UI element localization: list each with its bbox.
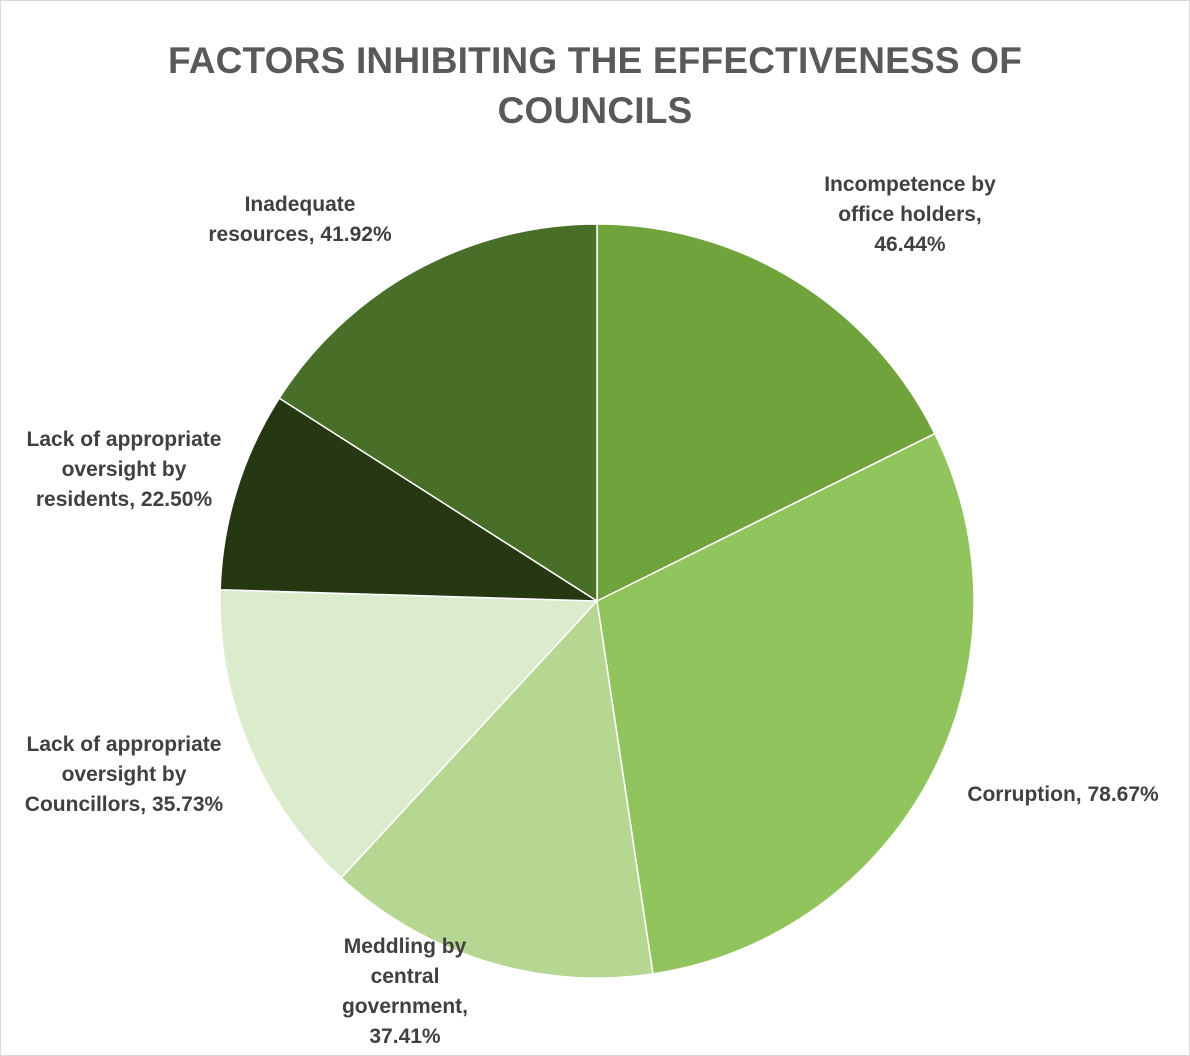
- data-label-line: oversight by: [61, 458, 187, 481]
- pie-slice-3: [340, 600, 654, 979]
- data-label-line: Councillors, 35.73%: [24, 793, 224, 816]
- data-label-line: 37.41%: [369, 1025, 441, 1048]
- data-label-line: Lack of appropriate: [26, 428, 222, 451]
- data-label-oversight-councillors: Lack of appropriate oversight by Council…: [6, 730, 242, 820]
- data-label-line: office holders,: [838, 203, 982, 226]
- pie-slice-5: [219, 397, 598, 602]
- data-label-line: Lack of appropriate: [26, 733, 222, 756]
- data-label-line: Corruption, 78.67%: [967, 783, 1159, 806]
- data-label-line: central: [370, 965, 440, 988]
- data-label-line: government,: [341, 995, 469, 1018]
- data-label-line: Meddling by: [343, 935, 467, 958]
- chart-title-line-2: COUNCILS: [497, 90, 693, 131]
- data-label-meddling: Meddling by central government, 37.41%: [305, 932, 505, 1052]
- data-label-line: Incompetence by: [824, 173, 996, 196]
- chart-title: FACTORS INHIBITING THE EFFECTIVENESS OF …: [0, 36, 1190, 136]
- data-label-oversight-residents: Lack of appropriate oversight by residen…: [6, 425, 242, 515]
- pie-slice-1: [596, 223, 936, 602]
- data-label-inadequate-resources: Inadequate resources, 41.92%: [180, 190, 420, 250]
- data-label-line: resources, 41.92%: [208, 223, 392, 246]
- data-label-line: residents, 22.50%: [35, 488, 213, 511]
- data-label-line: oversight by: [61, 763, 187, 786]
- data-label-incompetence: Incompetence by office holders, 46.44%: [790, 170, 1030, 260]
- data-label-line: 46.44%: [874, 233, 946, 256]
- chart-title-line-1: FACTORS INHIBITING THE EFFECTIVENESS OF: [167, 40, 1023, 81]
- pie-slice-6: [278, 223, 598, 602]
- pie-slice-2: [596, 432, 975, 975]
- data-label-line: Inadequate: [244, 193, 356, 216]
- data-label-corruption: Corruption, 78.67%: [948, 780, 1178, 810]
- pie-slice-4: [219, 589, 598, 879]
